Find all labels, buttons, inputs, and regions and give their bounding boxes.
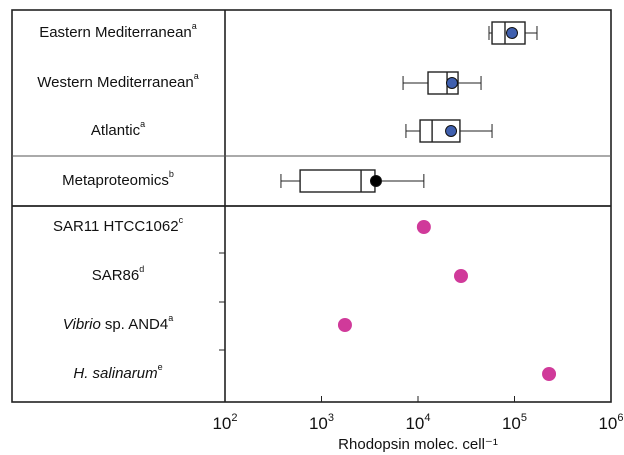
- x-tick-base: 10: [598, 414, 617, 433]
- mean: [445, 77, 458, 89]
- row-label-italic: Vibrio: [63, 316, 101, 333]
- row-label-note: a: [192, 21, 197, 31]
- x-tick-power: 4: [424, 412, 430, 424]
- x-tick-label: 104: [405, 412, 430, 434]
- x-tick-power: 3: [328, 412, 334, 424]
- row-label: Western Mediterraneana: [37, 71, 198, 91]
- x-tick-base: 10: [502, 414, 521, 433]
- row-label-note: a: [194, 71, 199, 81]
- row-label: H. salinarume: [73, 362, 162, 382]
- row-label: Eastern Mediterraneana: [39, 21, 197, 41]
- row-label-italic: H. salinarum: [73, 365, 157, 382]
- row-label: SAR86d: [92, 264, 145, 284]
- row-label-note: b: [169, 169, 174, 179]
- row-label-note: a: [140, 119, 145, 129]
- row-label-text: Atlantic: [91, 122, 141, 139]
- row-label-note: e: [158, 362, 163, 372]
- box: [299, 169, 376, 193]
- x-tick-power: 6: [617, 412, 623, 424]
- row-label-text: Eastern Mediterranean: [39, 24, 192, 41]
- row-label: Atlantica: [91, 119, 145, 139]
- x-tick-label: 106: [598, 412, 623, 434]
- x-tick-base: 10: [212, 414, 231, 433]
- row-label-note: a: [168, 313, 173, 323]
- x-tick-power: 2: [231, 412, 237, 424]
- row-label: SAR11 HTCC1062c: [53, 215, 184, 235]
- row-label-note: d: [139, 264, 144, 274]
- mean: [505, 27, 518, 39]
- mean: [445, 125, 458, 137]
- x-tick-base: 10: [309, 414, 328, 433]
- row-label-text: Western Mediterranean: [37, 74, 193, 91]
- point: [416, 220, 431, 234]
- point: [337, 318, 352, 332]
- x-tick-label: 105: [502, 412, 527, 434]
- x-tick-power: 5: [521, 412, 527, 424]
- row-label-note: c: [179, 215, 184, 225]
- x-tick-label: 102: [212, 412, 237, 434]
- point: [542, 367, 557, 381]
- row-label-text: sp. AND4: [105, 316, 168, 333]
- point: [454, 269, 469, 283]
- row-label: Vibrio sp. AND4a: [63, 313, 173, 333]
- x-tick-base: 10: [405, 414, 424, 433]
- row-label: Metaproteomicsb: [62, 169, 174, 189]
- x-tick-label: 103: [309, 412, 334, 434]
- mean: [369, 175, 382, 187]
- row-label-text: SAR11 HTCC1062: [53, 218, 179, 235]
- row-label-text: SAR86: [92, 267, 140, 284]
- x-axis-title: Rhodopsin molec. cell⁻¹: [338, 436, 498, 453]
- row-label-text: Metaproteomics: [62, 172, 169, 189]
